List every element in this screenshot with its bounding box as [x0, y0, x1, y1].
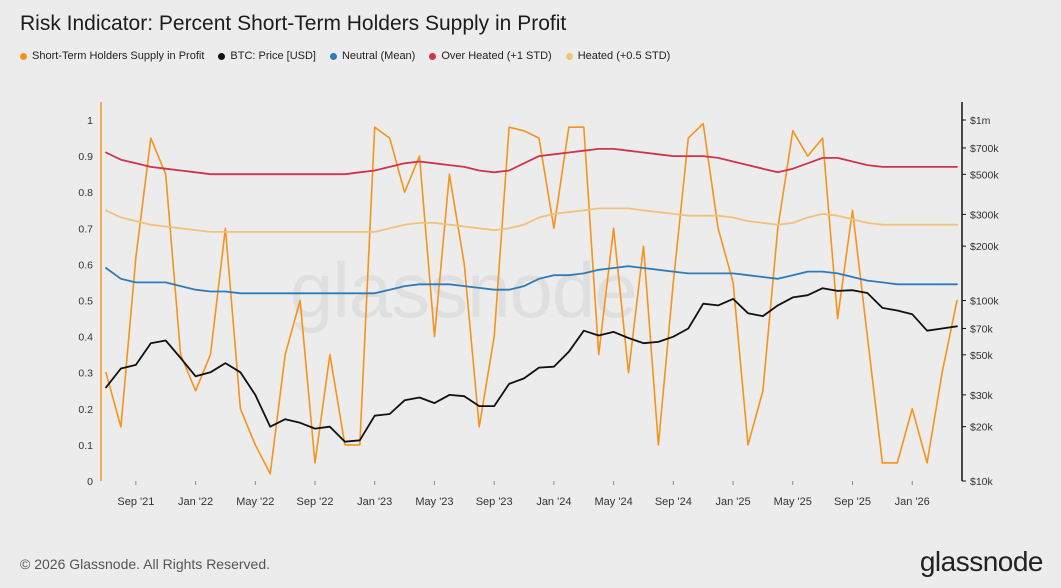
- right-tick-label: $500k: [970, 169, 999, 181]
- legend-dot-over-heated: [429, 52, 437, 60]
- right-tick-label: $30k: [970, 390, 994, 402]
- x-tick-label: Jan '23: [357, 496, 392, 508]
- over-heated-line: [105, 147, 958, 176]
- legend-label-over-heated: Over Heated (+1 STD): [441, 50, 552, 62]
- left-tick-label: 0: [87, 476, 93, 488]
- right-tick-label: $10k: [970, 476, 994, 488]
- chart-title: Risk Indicator: Percent Short-Term Holde…: [20, 12, 567, 35]
- legend-dot-heated: [565, 52, 573, 60]
- right-tick-label: $700k: [970, 143, 999, 155]
- x-tick-label: Sep '23: [476, 496, 513, 508]
- x-tick-label: Sep '21: [117, 496, 154, 508]
- right-tick-label: $20k: [970, 422, 994, 434]
- left-tick-label: 0.2: [78, 404, 93, 416]
- right-tick-label: $1m: [970, 115, 991, 127]
- right-tick-label: $100k: [970, 296, 999, 308]
- brand-logo: glassnode: [919, 546, 1044, 577]
- legend-dot-neutral: [329, 52, 337, 60]
- x-tick-label: Jan '24: [536, 496, 571, 508]
- heated-line: [105, 207, 958, 233]
- legend: Short-Term Holders Supply in Profit BTC:…: [20, 50, 670, 62]
- x-tick-label: Sep '24: [655, 496, 692, 508]
- right-tick-label: $50k: [970, 350, 994, 362]
- left-tick-label: 0.9: [78, 151, 93, 163]
- neutral-mean-line: [105, 265, 958, 295]
- legend-label-sth-supply: Short-Term Holders Supply in Profit: [32, 50, 205, 62]
- x-tick-label: Jan '26: [895, 496, 930, 508]
- left-tick-label: 0.4: [78, 332, 93, 344]
- copyright-footer: © 2026 Glassnode. All Rights Reserved.: [20, 556, 271, 572]
- left-tick-label: 1: [87, 115, 93, 127]
- left-tick-label: 0.8: [78, 187, 93, 199]
- left-tick-label: 0.7: [78, 223, 93, 235]
- x-tick-label: May '25: [774, 496, 812, 508]
- x-tick-label: May '23: [415, 496, 453, 508]
- left-tick-label: 0.3: [78, 368, 93, 380]
- right-tick-label: $300k: [970, 209, 999, 221]
- btc-price-line: [105, 287, 958, 443]
- legend-item-neutral[interactable]: Neutral (Mean): [329, 50, 416, 62]
- right-tick-label: $200k: [970, 241, 999, 253]
- left-tick-label: 0.5: [78, 296, 93, 308]
- x-tick-label: Sep '22: [297, 496, 334, 508]
- legend-label-neutral: Neutral (Mean): [341, 50, 416, 62]
- left-tick-label: 0.1: [78, 440, 93, 452]
- legend-dot-sth-supply: [20, 52, 27, 60]
- legend-dot-btc-price: [218, 52, 226, 60]
- x-tick-label: Sep '25: [834, 496, 871, 508]
- x-tick-label: Jan '22: [178, 496, 213, 508]
- legend-label-heated: Heated (+0.5 STD): [577, 50, 671, 62]
- x-tick-label: May '24: [595, 496, 633, 508]
- left-tick-label: 0.6: [78, 259, 93, 271]
- legend-item-btc-price[interactable]: BTC: Price [USD]: [218, 50, 316, 62]
- x-tick-label: May '22: [236, 496, 274, 508]
- right-tick-label: $70k: [970, 323, 994, 335]
- legend-label-btc-price: BTC: Price [USD]: [230, 50, 316, 62]
- legend-item-heated[interactable]: Heated (+0.5 STD): [565, 50, 671, 62]
- legend-item-sth-supply[interactable]: Short-Term Holders Supply in Profit: [20, 50, 204, 62]
- legend-item-over-heated[interactable]: Over Heated (+1 STD): [429, 50, 552, 62]
- x-tick-label: Jan '25: [715, 496, 750, 508]
- sth-supply-line: [105, 122, 958, 475]
